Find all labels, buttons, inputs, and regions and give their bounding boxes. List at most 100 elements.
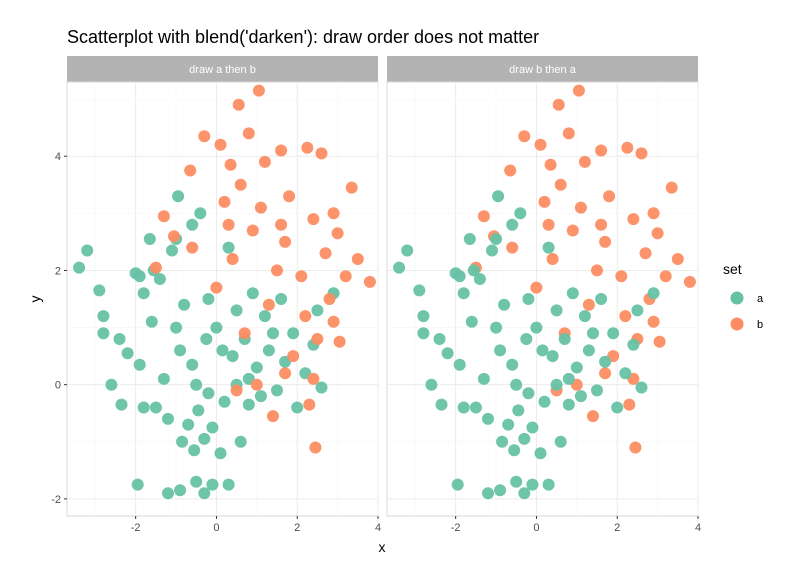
point-a [546,350,559,363]
point-a [482,487,494,500]
strip-background-left [67,56,378,82]
point-a [425,378,438,391]
point-a [198,432,211,445]
point-b [307,213,320,226]
point-a [441,347,454,360]
point-a [490,233,503,245]
y-tick-label: -2 [51,494,61,506]
point-b [351,253,364,265]
point-a [534,447,547,460]
point-a [595,293,608,305]
point-a [558,333,571,345]
point-b [518,130,531,143]
point-a [271,384,283,397]
point-b [627,213,640,226]
x-tick-label: 4 [375,522,381,534]
point-a [538,395,551,408]
point-b [210,281,223,294]
point-a [526,421,539,434]
point-b [230,384,243,397]
point-b [327,315,340,328]
facet-panel-right: draw b then a [386,56,699,517]
point-a [206,478,219,491]
point-a [186,358,199,371]
point-a [510,378,523,391]
point-b [224,158,237,171]
point-a [105,378,118,391]
point-a [554,435,567,448]
point-a [417,327,430,340]
point-a [218,395,231,408]
point-b [639,247,652,260]
point-b [562,127,575,140]
point-b [262,298,275,311]
point-b [232,98,245,111]
point-b [238,327,251,340]
point-b [327,207,340,220]
point-a [647,287,660,300]
point-b [595,218,608,231]
point-b [309,441,322,454]
axes: -2 0 2 4 -2 0 2 4 -2 0 2 4 [51,151,701,534]
point-b [168,230,180,243]
point-a [536,344,549,357]
x-tick-label: 2 [614,522,620,534]
point-a [518,432,531,445]
point-b [574,201,587,214]
point-a [182,418,195,431]
point-a [562,398,575,411]
point-b [504,164,517,177]
point-b [578,155,591,168]
point-a [113,333,126,345]
point-b [222,218,235,231]
point-b [254,201,267,214]
point-b [647,207,660,220]
point-b [651,227,664,240]
point-a [194,207,207,220]
point-b [299,310,312,323]
strip-label-right: draw b then a [509,64,577,76]
point-a [494,484,507,497]
point-a [149,401,162,414]
point-a [222,241,235,254]
point-a [200,333,213,345]
y-tick-label: 2 [55,265,61,277]
point-b [599,367,612,380]
point-b [250,378,263,391]
x-axis-title: x [379,539,386,555]
point-b [621,141,634,154]
point-a [530,321,543,334]
point-a [210,321,223,334]
point-a [401,244,414,257]
point-b [246,224,259,237]
point-b [315,147,328,160]
point-b [595,144,608,157]
point-a [393,261,406,274]
point-b [303,398,316,411]
point-a [574,390,587,403]
point-b [214,138,227,151]
point-a [627,338,640,351]
point-b [279,235,292,248]
point-a [578,310,591,323]
point-b [323,293,336,305]
point-a [520,333,533,345]
point-a [611,401,624,414]
point-a [514,207,527,220]
point-a [206,421,219,434]
point-a [153,273,166,285]
point-a [157,372,170,385]
point-a [467,264,480,277]
point-a [619,367,632,380]
point-a [494,344,507,357]
point-a [453,358,466,371]
point-b [534,138,547,151]
point-a [222,478,235,491]
point-a [188,444,201,457]
point-b [538,195,551,208]
chart-title: Scatterplot with blend('darken'): draw o… [67,27,539,47]
x-tick-label: 0 [533,522,539,534]
point-b [283,190,296,203]
point-a [457,287,470,300]
